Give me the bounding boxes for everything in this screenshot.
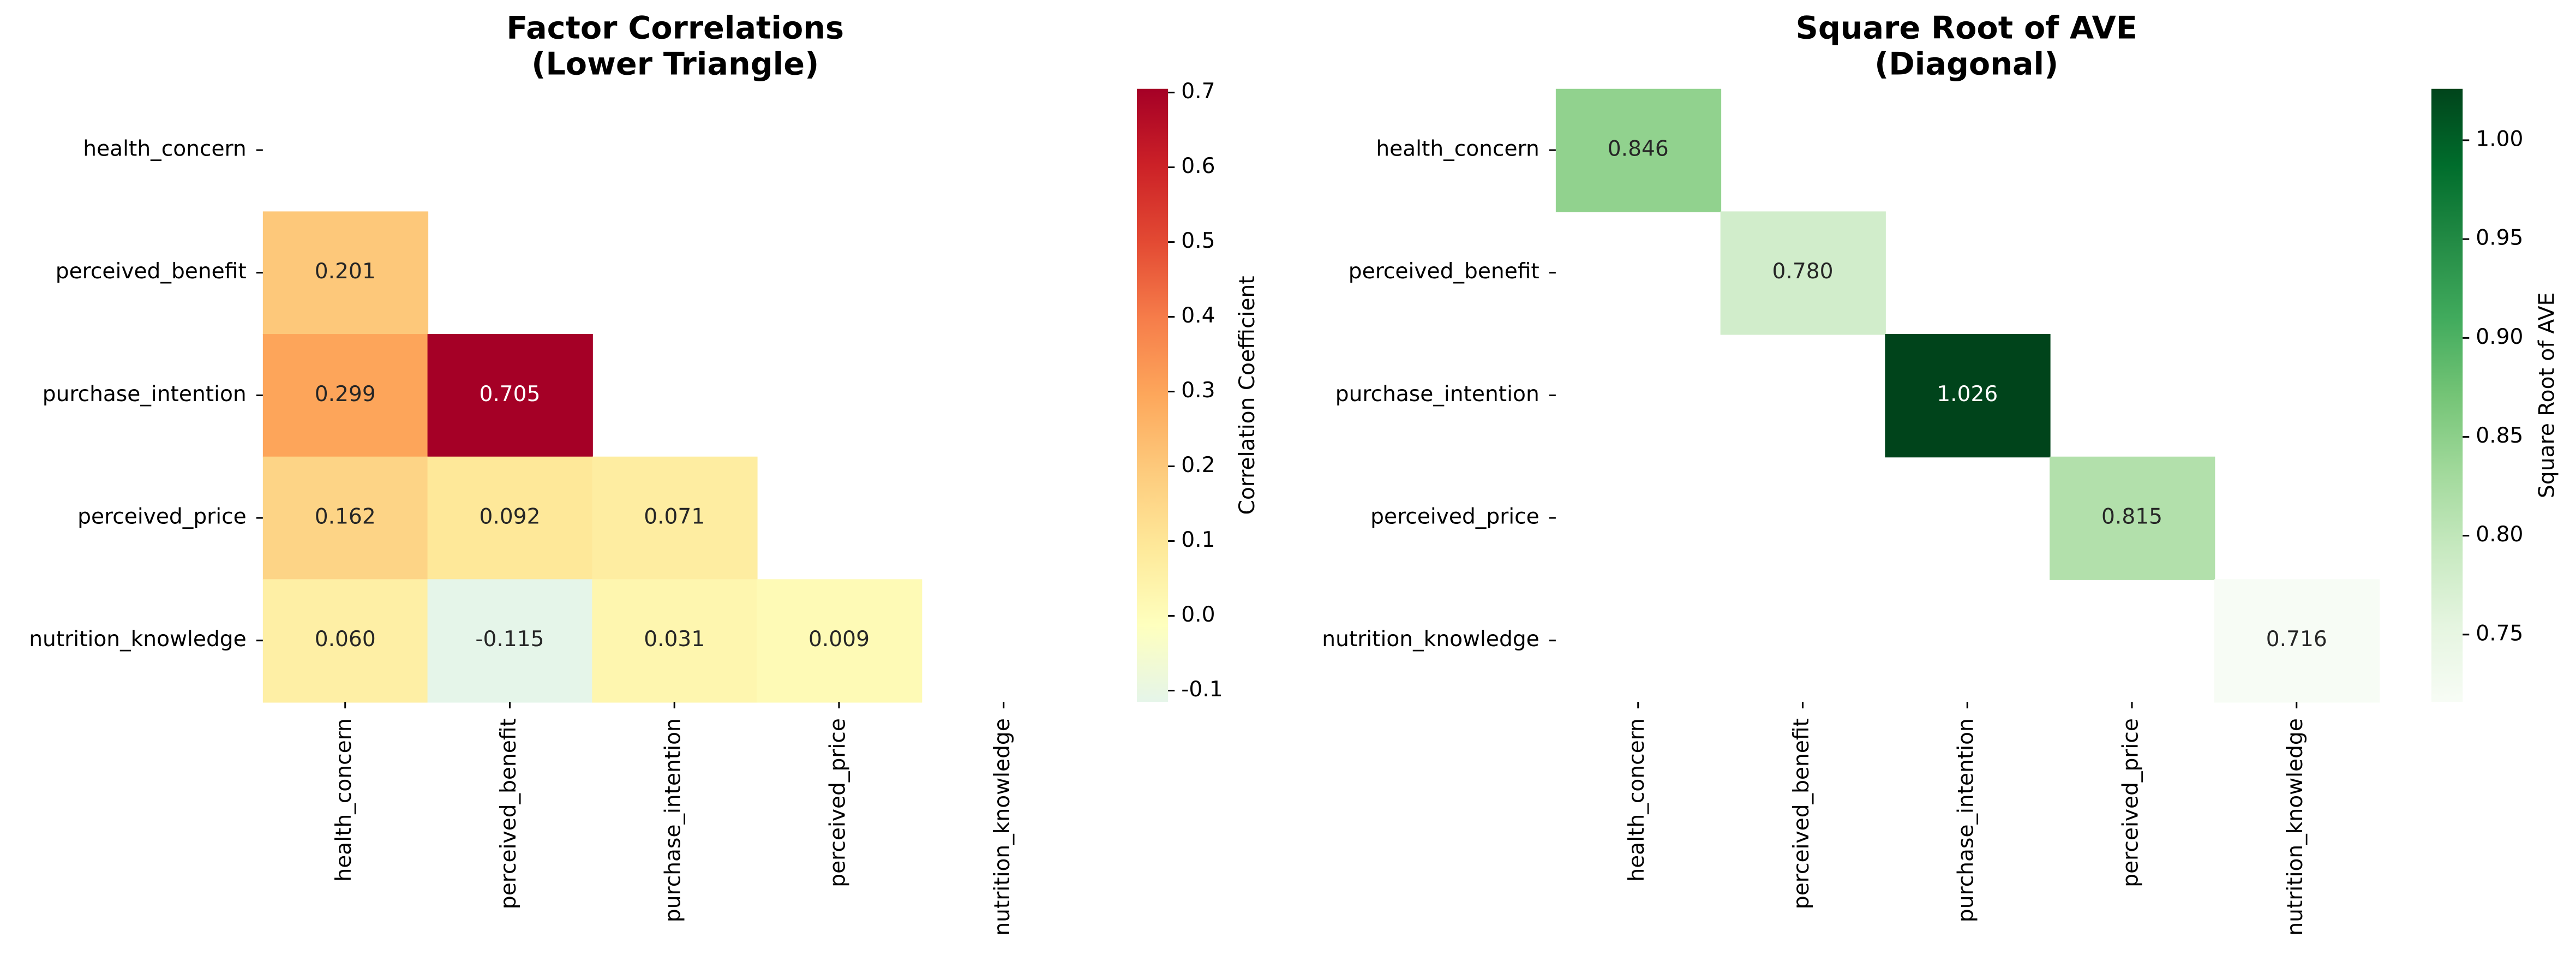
- y-tick-label: perceived_benefit: [1349, 259, 1539, 284]
- y-tick-label: nutrition_knowledge: [1322, 627, 1539, 652]
- colorbar-tick-label: 0.95: [2476, 226, 2523, 250]
- cell-label: 0.846: [1608, 137, 1669, 162]
- colorbar-tick-label: 0.7: [1181, 79, 1215, 104]
- y-tick-label: health_concern: [83, 137, 246, 162]
- heatmap-cell: [757, 579, 922, 703]
- cell-label: 1.026: [1937, 382, 1998, 407]
- cell-label: 0.009: [808, 627, 870, 652]
- title-line: (Diagonal): [1874, 46, 2058, 82]
- x-tick-label: health_concern: [332, 718, 356, 881]
- colorbar-tick-label: 0.80: [2476, 522, 2523, 547]
- colorbar-tick-label: 0.6: [1181, 154, 1215, 178]
- cell-label: 0.162: [315, 505, 376, 529]
- colorbar-tick-label: 0.3: [1181, 378, 1215, 403]
- y-tick-label: perceived_benefit: [56, 259, 247, 284]
- colorbar-label: Square Root of AVE: [2535, 293, 2559, 498]
- title-line: (Lower Triangle): [531, 46, 819, 82]
- x-tick-label: purchase_intention: [661, 718, 686, 922]
- y-tick-label: purchase_intention: [43, 382, 247, 407]
- colorbar-label: Correlation Coefficient: [1235, 276, 1260, 515]
- x-tick-label: nutrition_knowledge: [2283, 718, 2308, 935]
- cell-label: 0.092: [479, 505, 540, 529]
- chart-title: Factor Correlations (Lower Triangle): [506, 10, 844, 82]
- heatmap-cell: [592, 579, 758, 703]
- colorbar-tick-label: -0.1: [1181, 677, 1223, 702]
- colorbar-tick-label: 0.0: [1181, 602, 1215, 627]
- heatmap-cell: [262, 456, 429, 580]
- heatmap-cell: [2050, 456, 2215, 580]
- heatmap-cell: [592, 456, 758, 580]
- cell-label: 0.071: [644, 505, 705, 529]
- colorbar-tick-label: 0.90: [2476, 325, 2523, 349]
- x-tick-label: perceived_price: [825, 718, 850, 887]
- heatmap-cell: [2214, 579, 2380, 703]
- colorbar-tick-label: 0.75: [2476, 621, 2523, 646]
- colorbar-tick-label: 0.5: [1181, 229, 1215, 253]
- cell-label: 0.031: [644, 627, 705, 652]
- x-tick-label: purchase_intention: [1954, 718, 1979, 922]
- chart-title: Square Root of AVE (Diagonal): [1796, 10, 2137, 82]
- heatmap-cell: [427, 456, 593, 580]
- heatmap-cell: [262, 579, 429, 703]
- heatmap-cell: [427, 579, 593, 703]
- y-tick-label: perceived_price: [77, 505, 247, 529]
- colorbar-tick-label: 0.4: [1181, 303, 1215, 328]
- x-tick-label: perceived_benefit: [1789, 718, 1814, 909]
- cell-label: 0.201: [315, 259, 376, 284]
- heatmap-cell: [1720, 211, 1886, 335]
- colorbar-tick-label: 0.1: [1181, 528, 1215, 552]
- y-tick-label: purchase_intention: [1335, 382, 1539, 407]
- colorbar-tick-label: 1.00: [2476, 127, 2523, 151]
- x-tick-label: perceived_benefit: [496, 718, 521, 909]
- cell-label: 0.705: [479, 382, 540, 407]
- y-tick-label: health_concern: [1376, 137, 1539, 162]
- x-tick-label: health_concern: [1625, 718, 1649, 881]
- heatmap-cell: [262, 211, 429, 335]
- colorbar: [2431, 88, 2463, 702]
- y-tick-label: nutrition_knowledge: [29, 627, 246, 652]
- x-tick-label: nutrition_knowledge: [990, 718, 1015, 935]
- title-line: Factor Correlations: [506, 10, 844, 46]
- colorbar: [1136, 88, 1169, 702]
- cell-label: 0.780: [1772, 259, 1833, 284]
- cell-label: 0.060: [315, 627, 376, 652]
- colorbar-tick-label: 0.2: [1181, 453, 1215, 477]
- y-tick-label: perceived_price: [1370, 505, 1539, 529]
- x-tick-label: perceived_price: [2118, 718, 2143, 887]
- heatmap-cell: [427, 334, 593, 458]
- cell-label: 0.716: [2266, 627, 2327, 652]
- cell-label: 0.299: [315, 382, 376, 407]
- cell-label: -0.115: [475, 627, 544, 652]
- cell-label: 0.815: [2101, 505, 2162, 529]
- heatmap-cell: [1885, 334, 2051, 458]
- heatmap-cell: [262, 334, 429, 458]
- title-line: Square Root of AVE: [1796, 10, 2137, 46]
- heatmap-cell: [1555, 88, 1722, 212]
- colorbar-tick-label: 0.85: [2476, 423, 2523, 448]
